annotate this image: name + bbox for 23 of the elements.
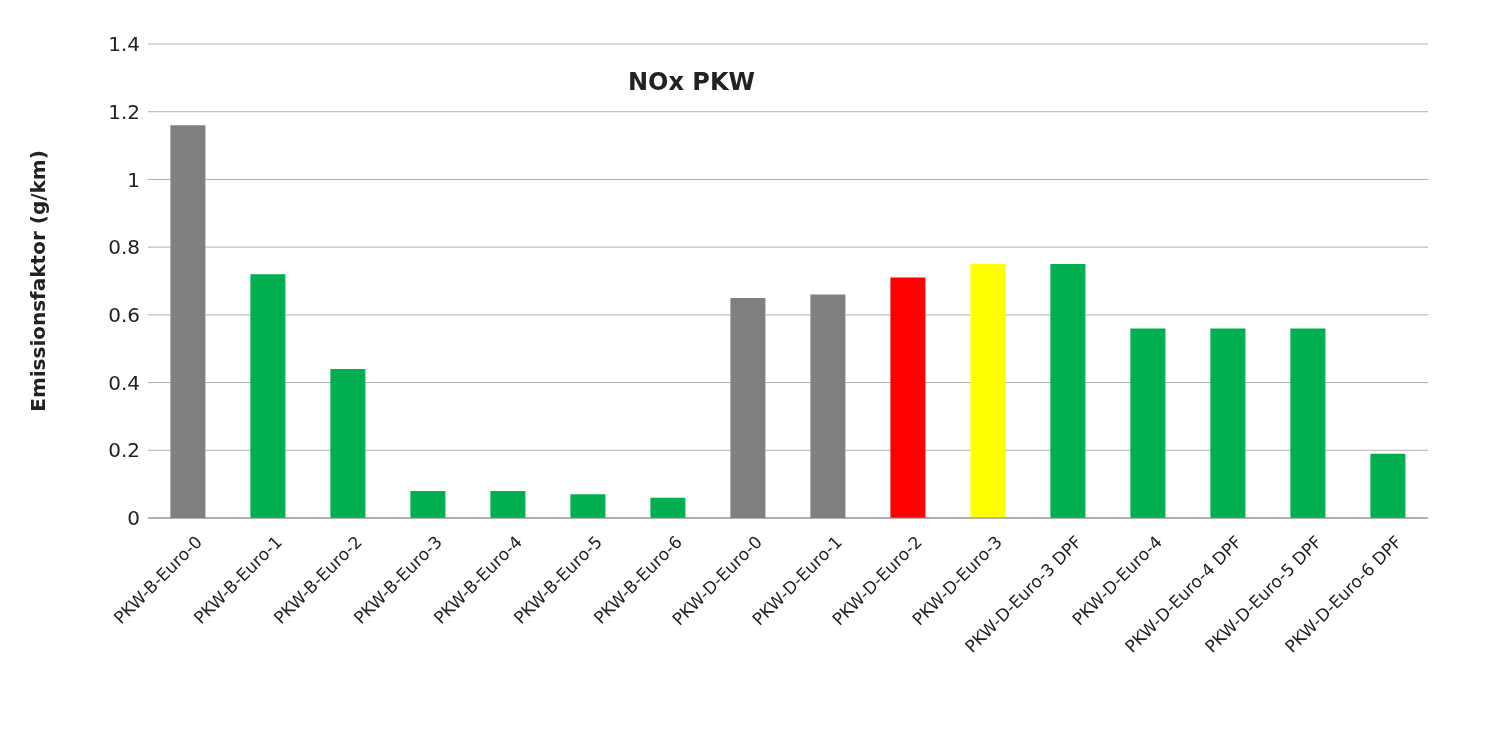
bar (890, 277, 926, 518)
bar (1130, 328, 1166, 518)
y-tick-label: 0.2 (108, 438, 140, 463)
y-tick-label: 0.8 (108, 235, 140, 260)
bar (650, 497, 686, 518)
bar (1370, 453, 1406, 518)
bar (330, 369, 366, 518)
bar (410, 490, 446, 518)
bar (490, 490, 526, 518)
bar (570, 494, 606, 518)
y-tick-label: 1.4 (108, 32, 140, 57)
bar (970, 264, 1006, 518)
y-tick-label: 1.2 (108, 99, 140, 124)
y-tick-label: 0.4 (108, 370, 140, 395)
bar (1210, 328, 1246, 518)
bar (1050, 264, 1086, 518)
y-tick-label: 0.6 (108, 302, 140, 327)
text: NOx PKW (628, 68, 755, 96)
y-tick-label: 1 (127, 167, 140, 192)
bar (1290, 328, 1326, 518)
bar (250, 274, 286, 518)
y-axis-title: Emissionsfaktor (g/km) (26, 150, 51, 412)
y-tick-label: 0 (127, 506, 140, 531)
